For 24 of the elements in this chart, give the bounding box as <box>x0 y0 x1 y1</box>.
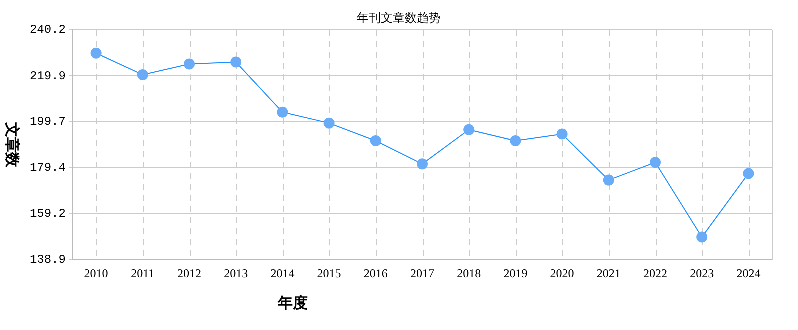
x-tick-label: 2022 <box>644 266 668 280</box>
x-axis-title: 年度 <box>278 294 308 313</box>
x-tick-label: 2012 <box>178 266 202 280</box>
x-tick-label: 2020 <box>550 266 574 280</box>
x-tick-label: 2024 <box>736 266 761 280</box>
x-tick-label: 2018 <box>457 266 482 280</box>
y-tick-label: 138.9 <box>30 253 66 268</box>
x-tick-label: 2013 <box>224 266 248 280</box>
y-tick-label: 240.2 <box>30 23 66 38</box>
x-tick-label: 2014 <box>270 266 295 280</box>
x-tick-label: 2016 <box>364 266 388 280</box>
x-tick-label: 2015 <box>317 266 342 280</box>
y-axis-title: 文章数 <box>2 122 22 168</box>
y-tick-label: 199.7 <box>30 115 66 130</box>
y-tick-label: 179.4 <box>30 161 66 176</box>
x-tick-label: 2010 <box>84 266 108 280</box>
y-tick-label: 159.2 <box>30 207 66 222</box>
y-tick-label: 219.9 <box>30 69 66 84</box>
x-tick-label: 2019 <box>504 266 528 280</box>
chart-title: 年刊文章数趋势 <box>357 11 441 25</box>
x-tick-label: 2017 <box>410 266 434 280</box>
x-tick-label: 2021 <box>596 266 621 280</box>
x-tick-label: 2023 <box>690 266 714 280</box>
x-tick-label: 2011 <box>131 266 155 280</box>
